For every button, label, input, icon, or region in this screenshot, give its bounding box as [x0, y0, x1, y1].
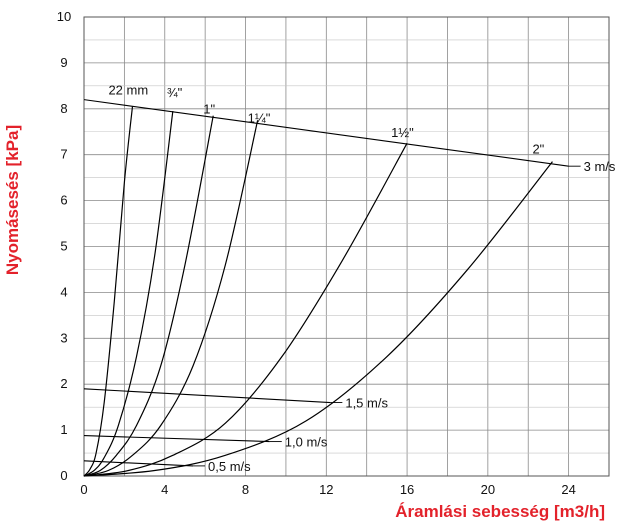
y-tick-label: 9 [60, 55, 67, 70]
y-tick-label: 6 [60, 193, 67, 208]
y-axis-title-wrap: Nyomásesés [kPa] [0, 0, 26, 524]
velocity-label: 3 m/s [584, 159, 616, 174]
y-tick-label: 7 [60, 147, 67, 162]
y-tick-label: 3 [60, 330, 67, 345]
y-tick-label: 0 [60, 468, 67, 483]
velocity-line [83, 99, 569, 167]
y-tick-label: 8 [60, 101, 67, 116]
y-axis-title: Nyomásesés [kPa] [3, 124, 22, 276]
pipe-curve [83, 106, 134, 477]
series-label: 2" [532, 142, 544, 157]
series-label: 1½" [391, 125, 414, 140]
velocity-label: 0,5 m/s [208, 459, 251, 474]
series-label: 1" [203, 102, 215, 117]
velocity-line [83, 435, 270, 443]
y-tick-label: 2 [60, 376, 67, 391]
x-tick-label: 12 [319, 482, 333, 497]
pipe-curve [83, 115, 214, 477]
velocity-label: 1,0 m/s [285, 435, 328, 450]
series-label: 1¼" [248, 110, 271, 125]
x-tick-label: 4 [161, 482, 168, 497]
grid [83, 16, 610, 477]
series-labels: 22 mm ¾" 1" 1¼" 1½" 2" [108, 83, 544, 157]
x-axis-title: Áramlási sebesség [m3/h] [395, 502, 605, 521]
series-label: 22 mm [108, 83, 148, 98]
velocity-line [83, 388, 331, 404]
x-tick-label: 16 [400, 482, 414, 497]
pipe-curve [83, 111, 174, 477]
pipe-curve [83, 142, 408, 477]
x-tick-label: 0 [80, 482, 87, 497]
series-label: ¾" [167, 85, 183, 100]
pipe-curves [83, 106, 553, 477]
plot-frame [83, 16, 610, 477]
y-tick-label: 1 [60, 422, 67, 437]
y-tick-label: 10 [57, 9, 71, 24]
velocity-label: 1,5 m/s [345, 396, 388, 411]
pipe-curve [83, 161, 553, 477]
y-tick-label: 4 [60, 284, 67, 299]
x-tick-label: 20 [481, 482, 495, 497]
x-tick-label: 24 [561, 482, 575, 497]
y-tick-label: 5 [60, 239, 67, 254]
pipe-curve [83, 120, 259, 477]
x-tick-label: 8 [242, 482, 249, 497]
